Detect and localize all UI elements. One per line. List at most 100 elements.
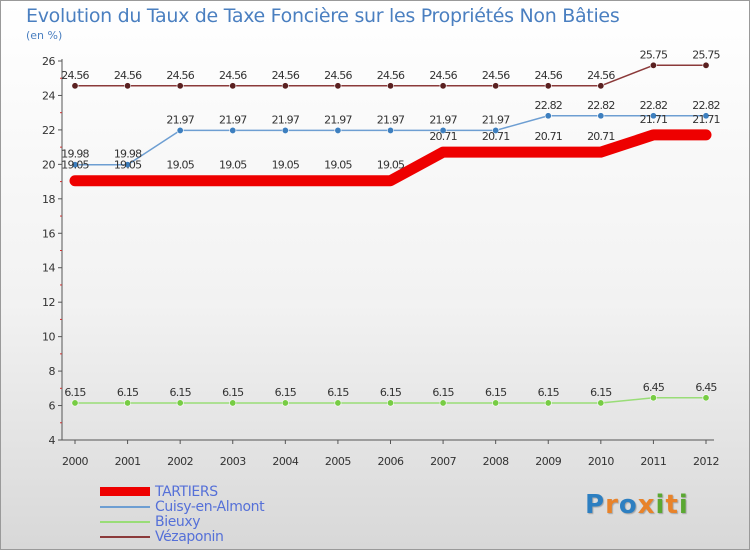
x-tick-label: 2000 <box>62 455 88 468</box>
x-tick-label: 2010 <box>588 455 614 468</box>
x-tick-label: 2007 <box>430 455 456 468</box>
data-label-cuisy-en-almont: 21.97 <box>429 113 457 126</box>
proxiti-logo: Proxiti <box>585 490 689 520</box>
data-label-tartiers: 21.71 <box>692 113 720 126</box>
data-point-vezaponin <box>597 82 605 90</box>
y-minor-tick <box>60 353 62 355</box>
data-point-vezaponin <box>176 82 184 90</box>
legend-swatch-tartiers <box>100 487 150 496</box>
data-label-vezaponin: 24.56 <box>535 69 563 82</box>
y-tick-label: 4 <box>49 434 56 447</box>
data-label-tartiers: 20.71 <box>587 130 615 143</box>
x-tick-label: 2001 <box>115 455 141 468</box>
data-label-vezaponin: 24.56 <box>482 69 510 82</box>
data-label-cuisy-en-almont: 22.82 <box>640 99 668 112</box>
data-point-cuisy-en-almont <box>492 126 500 134</box>
logo-letter: P <box>585 490 606 520</box>
x-tick-label: 2006 <box>378 455 404 468</box>
chart-title: Evolution du Taux de Taxe Foncière sur l… <box>26 5 620 27</box>
data-point-bieuxy <box>386 399 394 407</box>
data-point-vezaponin <box>386 82 394 90</box>
data-label-bieuxy: 6.15 <box>222 386 244 399</box>
data-label-vezaponin: 24.56 <box>61 69 89 82</box>
data-label-vezaponin: 24.56 <box>166 69 194 82</box>
data-point-bieuxy <box>124 399 132 407</box>
data-point-vezaponin <box>334 82 342 90</box>
logo-letter: t <box>665 490 679 520</box>
data-label-vezaponin: 24.56 <box>587 69 615 82</box>
data-point-vezaponin <box>492 82 500 90</box>
data-label-vezaponin: 24.56 <box>272 69 300 82</box>
data-point-bieuxy <box>176 399 184 407</box>
y-tick-label: 24 <box>42 89 55 102</box>
x-tick-label: 2009 <box>535 455 561 468</box>
data-point-vezaponin <box>124 82 132 90</box>
legend-label-bieuxy: Bieuxy <box>155 514 201 530</box>
legend-label-tartiers: TARTIERS <box>155 484 218 500</box>
y-tick-label: 8 <box>49 365 56 378</box>
y-tick-label: 20 <box>42 158 55 171</box>
data-point-bieuxy <box>544 399 552 407</box>
data-label-cuisy-en-almont: 21.97 <box>219 113 247 126</box>
data-point-cuisy-en-almont <box>124 161 132 169</box>
y-minor-tick <box>60 77 62 79</box>
data-point-cuisy-en-almont <box>334 126 342 134</box>
y-minor-tick <box>60 284 62 286</box>
data-label-bieuxy: 6.15 <box>380 386 402 399</box>
data-label-bieuxy: 6.15 <box>170 386 192 399</box>
y-minor-tick <box>60 318 62 320</box>
data-label-tartiers: 19.05 <box>219 159 247 172</box>
data-point-bieuxy <box>71 399 79 407</box>
data-label-cuisy-en-almont: 21.97 <box>377 113 405 126</box>
data-point-bieuxy <box>334 399 342 407</box>
data-point-bieuxy <box>597 399 605 407</box>
y-tick-label: 26 <box>42 55 55 68</box>
data-label-cuisy-en-almont: 22.82 <box>535 99 563 112</box>
data-label-bieuxy: 6.15 <box>590 386 612 399</box>
legend-swatch-cuisy-en-almont <box>100 506 150 508</box>
data-label-cuisy-en-almont: 21.97 <box>272 113 300 126</box>
y-tick-label: 6 <box>49 400 56 413</box>
data-label-tartiers: 19.05 <box>166 159 194 172</box>
logo-letter: o <box>618 490 638 520</box>
data-point-cuisy-en-almont <box>702 112 710 120</box>
series-line-tartiers <box>69 129 712 187</box>
data-point-cuisy-en-almont <box>229 126 237 134</box>
data-label-bieuxy: 6.45 <box>643 381 665 394</box>
y-tick-label: 18 <box>42 193 55 206</box>
data-point-cuisy-en-almont <box>386 126 394 134</box>
y-tick-label: 12 <box>42 296 55 309</box>
x-tick-label: 2004 <box>272 455 298 468</box>
y-tick-label: 16 <box>42 227 55 240</box>
y-minor-tick <box>60 215 62 217</box>
x-tick-label: 2002 <box>167 455 193 468</box>
data-point-vezaponin <box>544 82 552 90</box>
y-minor-tick <box>60 146 62 148</box>
data-label-cuisy-en-almont: 21.97 <box>482 113 510 126</box>
y-minor-tick <box>60 387 62 389</box>
data-label-tartiers: 19.05 <box>61 159 89 172</box>
data-label-vezaponin: 24.56 <box>377 69 405 82</box>
data-point-bieuxy <box>649 394 657 402</box>
data-label-tartiers: 19.05 <box>324 159 352 172</box>
data-label-bieuxy: 6.15 <box>327 386 349 399</box>
legend-label-vezaponin: Vézaponin <box>155 529 224 545</box>
data-label-vezaponin: 24.56 <box>114 69 142 82</box>
data-label-vezaponin: 24.56 <box>324 69 352 82</box>
data-label-tartiers: 19.05 <box>272 159 300 172</box>
data-point-cuisy-en-almont <box>176 126 184 134</box>
legend-swatch-vezaponin <box>100 536 150 538</box>
data-label-cuisy-en-almont: 19.98 <box>114 148 142 161</box>
data-point-cuisy-en-almont <box>544 112 552 120</box>
x-tick-label: 2008 <box>483 455 509 468</box>
data-label-tartiers: 20.71 <box>429 130 457 143</box>
y-minor-tick <box>60 422 62 424</box>
y-tick-label: 10 <box>42 331 55 344</box>
logo-letter: i <box>655 490 666 520</box>
y-minor-tick <box>60 250 62 251</box>
data-point-bieuxy <box>281 399 289 407</box>
data-point-bieuxy <box>492 399 500 407</box>
y-minor-tick <box>60 112 62 114</box>
